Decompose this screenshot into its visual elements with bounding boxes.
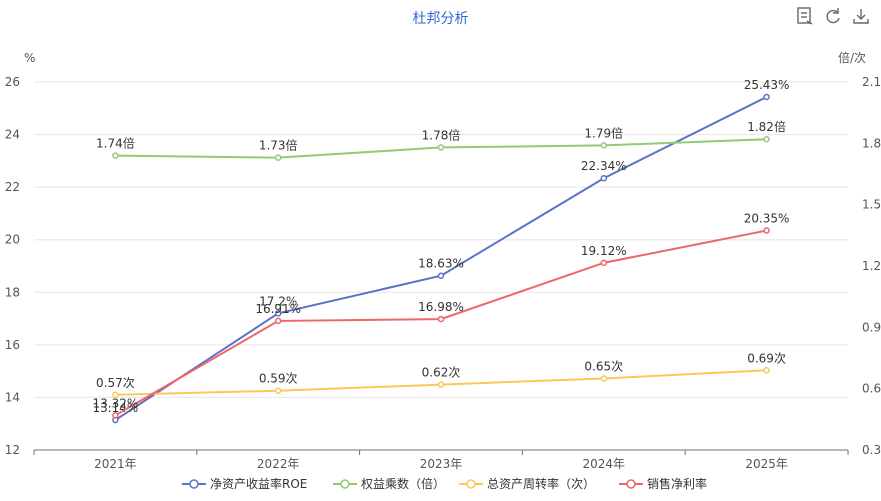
data-point[interactable] [274, 310, 282, 317]
data-label: 1.79倍 [584, 125, 623, 140]
data-point[interactable] [437, 315, 445, 323]
right-tick-label: 0.9 [862, 320, 881, 334]
data-point[interactable] [763, 93, 770, 101]
x-tick-label: 2024年 [583, 457, 626, 471]
legend-item[interactable]: 权益乘数（倍） [333, 476, 445, 491]
data-label: 19.12% [581, 244, 627, 258]
right-axis-unit: 倍/次 [838, 50, 866, 65]
data-point[interactable] [437, 144, 445, 151]
data-label: 0.62次 [422, 366, 461, 380]
legend-label: 权益乘数（倍） [361, 476, 445, 491]
x-tick-label: 2021年 [94, 457, 137, 471]
data-label: 13.14% [93, 401, 139, 415]
left-tick-label: 26 [5, 75, 20, 89]
left-tick-label: 12 [5, 443, 20, 457]
data-point[interactable] [274, 387, 282, 394]
data-point[interactable] [600, 259, 608, 267]
data-point[interactable] [600, 375, 608, 382]
x-tick-label: 2025年 [745, 457, 788, 471]
data-point[interactable] [112, 412, 119, 419]
data-label: 22.34% [581, 159, 627, 173]
data-label: 1.74倍 [96, 136, 135, 151]
left-tick-label: 22 [5, 180, 20, 194]
refresh-icon[interactable] [823, 6, 843, 26]
data-point[interactable] [112, 391, 119, 399]
data-point[interactable] [600, 142, 608, 149]
data-point[interactable] [112, 152, 119, 159]
legend-swatch-marker [466, 479, 476, 489]
data-label: 1.82倍 [747, 119, 786, 134]
right-tick-label: 2.1 [862, 75, 881, 89]
legend-label: 总资产周转率（次） [487, 476, 595, 491]
legend-swatch-marker [340, 479, 350, 489]
left-tick-label: 20 [5, 233, 20, 247]
right-tick-label: 1.5 [862, 198, 881, 212]
right-tick-label: 1.8 [862, 136, 881, 150]
x-tick-label: 2022年 [257, 457, 300, 471]
chart-toolbar [795, 6, 871, 26]
data-label: 0.65次 [584, 359, 623, 373]
data-label: 16.98% [418, 300, 464, 314]
legend-label: 销售净利率 [647, 476, 707, 491]
data-point[interactable] [437, 381, 445, 388]
legend-label: 净资产收益率ROE [210, 476, 307, 491]
data-label: 1.78倍 [422, 127, 461, 142]
left-tick-label: 14 [5, 390, 20, 404]
left-tick-label: 24 [5, 128, 20, 142]
right-tick-label: 0.3 [862, 443, 881, 457]
data-label: 0.57次 [96, 376, 135, 390]
left-tick-label: 18 [5, 285, 20, 299]
data-label: 20.35% [744, 212, 790, 226]
data-point[interactable] [274, 317, 282, 325]
chart-title: 杜邦分析 [412, 11, 469, 27]
legend-item[interactable]: 净资产收益率ROE [182, 476, 307, 491]
data-label: 25.43% [744, 78, 790, 92]
left-axis-unit: % [24, 51, 35, 65]
download-icon[interactable] [851, 6, 871, 26]
data-label: 0.69次 [747, 351, 786, 365]
right-tick-label: 1.2 [862, 259, 881, 273]
data-label: 1.73倍 [259, 138, 298, 153]
legend-swatch-marker [626, 479, 636, 489]
data-label: 18.63% [418, 257, 464, 271]
data-point[interactable] [763, 135, 770, 143]
legend: 净资产收益率ROE 权益乘数（倍） 总资产周转率（次） 销售净利率 [182, 476, 707, 491]
data-point[interactable] [274, 154, 282, 161]
data-label: 0.59次 [259, 372, 298, 386]
data-point[interactable] [763, 227, 770, 234]
data-label: 17.2% [259, 294, 297, 308]
data-label: 13.32% [93, 396, 139, 410]
data-point[interactable] [763, 367, 770, 374]
data-point[interactable] [437, 272, 445, 279]
legend-swatch-marker [189, 479, 199, 489]
data-point[interactable] [600, 174, 608, 182]
legend-item[interactable]: 总资产周转率（次） [459, 476, 595, 491]
right-tick-label: 0.6 [862, 382, 881, 396]
legend-item[interactable]: 销售净利率 [619, 476, 707, 491]
x-tick-label: 2023年 [420, 457, 463, 471]
data-label: 16.91% [255, 302, 301, 316]
data-view-icon[interactable] [795, 6, 815, 26]
left-tick-label: 16 [5, 338, 20, 352]
axes: 12 14 16 18 20 22 24 26 0.3 0.6 0.9 1.2 1.5 1.8 2.1% 倍/… [5, 50, 881, 471]
series-lines: 13.14% 17.2% 18.63% 22.34% 25.43% 1.74倍 1.73倍 1… [93, 78, 790, 424]
